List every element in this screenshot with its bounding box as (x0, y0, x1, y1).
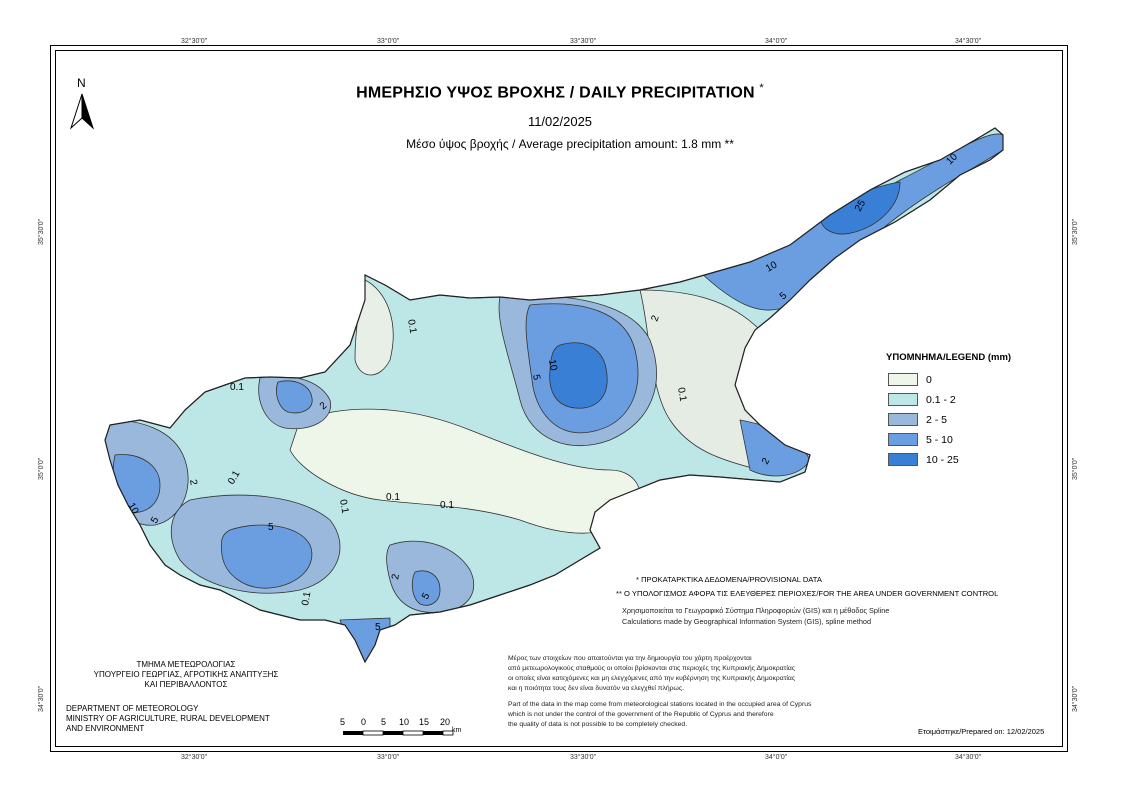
contour-label: 5 (420, 591, 433, 602)
legend-label: 2 - 5 (926, 413, 948, 426)
scale-bar (343, 730, 454, 736)
contour-label: 2 (649, 314, 661, 323)
legend-label: 0 (926, 373, 932, 386)
zone-5-10 (411, 570, 441, 606)
department-gr-line: ΚΑΙ ΠΕΡΙΒΑΛΛΟΝΤΟΣ (144, 680, 228, 689)
data-note-gr: από μετεωρολογικούς σταθμούς οι οποίοι β… (508, 665, 796, 672)
graticule-bottom-label: 33°0'0" (377, 754, 400, 761)
contour-label: 2 (390, 573, 402, 581)
legend-swatch (888, 413, 918, 426)
department-en-line: MINISTRY OF AGRICULTURE, RURAL DEVELOPME… (66, 714, 270, 723)
map-outer-frame (50, 45, 1068, 752)
scale-label: 5 (381, 717, 387, 727)
department-en-line: AND ENVIRONMENT (66, 724, 145, 733)
contour-label: 0.1 (675, 387, 688, 403)
graticule-bottom-label: 34°0'0" (765, 754, 788, 761)
map-title-mark: * (759, 82, 764, 94)
provisional-note: * ΠΡΟΚΑΤΑΡΚΤΙΚΑ ΔΕΔΟΜΕΝΑ/PROVISIONAL DAT… (636, 575, 822, 584)
data-note-gr: Μέρος των στοιχείων που απαιτούνται για … (508, 655, 752, 662)
map-average: Μέσο ύψος βροχής / Average precipitation… (406, 137, 734, 151)
zone-2-5 (339, 617, 391, 662)
zone-10-25 (549, 342, 608, 409)
department-en-line: DEPARTMENT OF METEOROLOGY (66, 704, 199, 713)
legend-swatch (888, 393, 918, 406)
scale-label: 20 (440, 717, 451, 727)
legend-item: 10 - 25 (888, 452, 959, 467)
coastline (104, 127, 1004, 664)
contour-label: 0.1 (337, 499, 350, 515)
map-title-text: ΗΜΕΡΗΣΙΟ ΥΨΟΣ ΒΡΟΧΗΣ / DAILY PRECIPITATI… (356, 84, 755, 102)
department-gr-line: ΥΠΟΥΡΓΕΙΟ ΓΕΩΡΓΙΑΣ, ΑΓΡΟΤΙΚΗΣ ΑΝΑΠΤΥΞΗΣ (93, 670, 279, 679)
contour-label: 10 (764, 259, 780, 274)
scale-label: 15 (419, 717, 430, 727)
scale-label: 5 (340, 717, 346, 727)
contour-label: 2 (760, 456, 773, 467)
contour-label: 5 (778, 290, 790, 302)
prepared-date: Ετοιμάστηκε/Prepared on: 12/02/2025 (918, 727, 1045, 736)
legend-swatch (888, 373, 918, 386)
legend-item: 5 - 10 (888, 432, 953, 447)
precipitation-zones (105, 133, 1003, 662)
contour-label: 5 (268, 522, 274, 533)
gis-note-gr: Χρησιμοποιείται το Γεωγραφικό Σύστημα Πλ… (622, 606, 890, 615)
data-note-en: Part of the data in the map come from me… (508, 701, 812, 708)
zone-5-10 (220, 524, 313, 589)
north-arrow-icon (69, 93, 95, 130)
graticule-top-label: 33°0'0" (377, 38, 400, 45)
zone-2-5 (739, 419, 811, 477)
gis-note-en: Calculations made by Geographical Inform… (622, 617, 872, 626)
legend-label: 0.1 - 2 (926, 393, 956, 406)
data-note-gr: οι οποίες είναι κατεχόμενες και μη ελεγχ… (508, 675, 796, 682)
graticule-top-label: 32°30'0" (181, 38, 208, 45)
legend-item: 0 (888, 372, 932, 387)
data-note-en: which is not under the control of the go… (508, 711, 774, 718)
legend-item: 0.1 - 2 (888, 392, 956, 407)
data-note-gr: και η ποιότητα τους δεν είναι δυνατόν να… (508, 685, 685, 692)
map-date: 11/02/2025 (527, 114, 593, 129)
north-label: N (77, 76, 86, 90)
department-en: DEPARTMENT OF METEOROLOGY MINISTRY OF AG… (66, 704, 316, 734)
graticule-top-label: 34°0'0" (765, 38, 788, 45)
graticule-top-label: 34°30'0" (955, 38, 982, 45)
graticule-bottom-label: 33°30'0" (570, 754, 597, 761)
contour-label-group: 25 10 5 10 2 0.1 5 10 2 0.1 2 0.1 5 0.1 … (125, 151, 960, 633)
contour-label: 0.1 (300, 590, 313, 606)
contour-label: 2 (318, 400, 330, 412)
contour-label: 5 (149, 515, 162, 526)
scale-label: 0 (361, 717, 367, 727)
legend-title: ΥΠΟΜΝΗΜΑ/LEGEND (mm) (886, 352, 1012, 363)
contour-label: 5 (375, 622, 381, 633)
contour-label: 0.1 (230, 382, 244, 393)
data-note-en: the quality of data is not possible to b… (508, 721, 688, 728)
zone-5-10 (276, 380, 313, 414)
legend-label: 10 - 25 (926, 453, 959, 466)
contour-label: 2 (187, 479, 199, 487)
graticule-bottom-label: 34°30'0" (955, 754, 982, 761)
department-gr-line: ΤΜΗΜΑ ΜΕΤΕΩΡΟΛΟΓΙΑΣ (136, 660, 236, 669)
legend-swatch (888, 433, 918, 446)
contour-label: 10 (546, 359, 559, 372)
contour-label: 0.1 (440, 500, 454, 511)
department-gr: ΤΜΗΜΑ ΜΕΤΕΩΡΟΛΟΓΙΑΣ ΥΠΟΥΡΓΕΙΟ ΓΕΩΡΓΙΑΣ, … (66, 660, 306, 690)
graticule-top-label: 33°30'0" (570, 38, 597, 45)
contour-label: 5 (530, 374, 542, 382)
graticule-bottom-label: 32°30'0" (181, 754, 208, 761)
contour-label: 10 (125, 501, 140, 517)
contour-label: 0.1 (386, 492, 400, 503)
legend-label: 5 - 10 (926, 433, 953, 446)
contour-label: 0.1 (405, 319, 418, 335)
contour-label: 25 (853, 198, 868, 214)
legend-swatch (888, 453, 918, 466)
scale-label: 10 (399, 717, 410, 727)
scale-labels: 5 0 5 10 15 20 km (340, 717, 470, 739)
map-frame (55, 50, 1063, 747)
scale-unit: km (452, 727, 462, 734)
government-note: ** Ο ΥΠΟΛΟΓΙΣΜΟΣ ΑΦΟΡΑ ΤΙΣ ΕΛΕΥΘΕΡΕΣ ΠΕΡ… (616, 589, 999, 598)
map-title: ΗΜΕΡΗΣΙΟ ΥΨΟΣ ΒΡΟΧΗΣ / DAILY PRECIPITATI… (300, 82, 820, 102)
legend-item: 2 - 5 (888, 412, 947, 427)
